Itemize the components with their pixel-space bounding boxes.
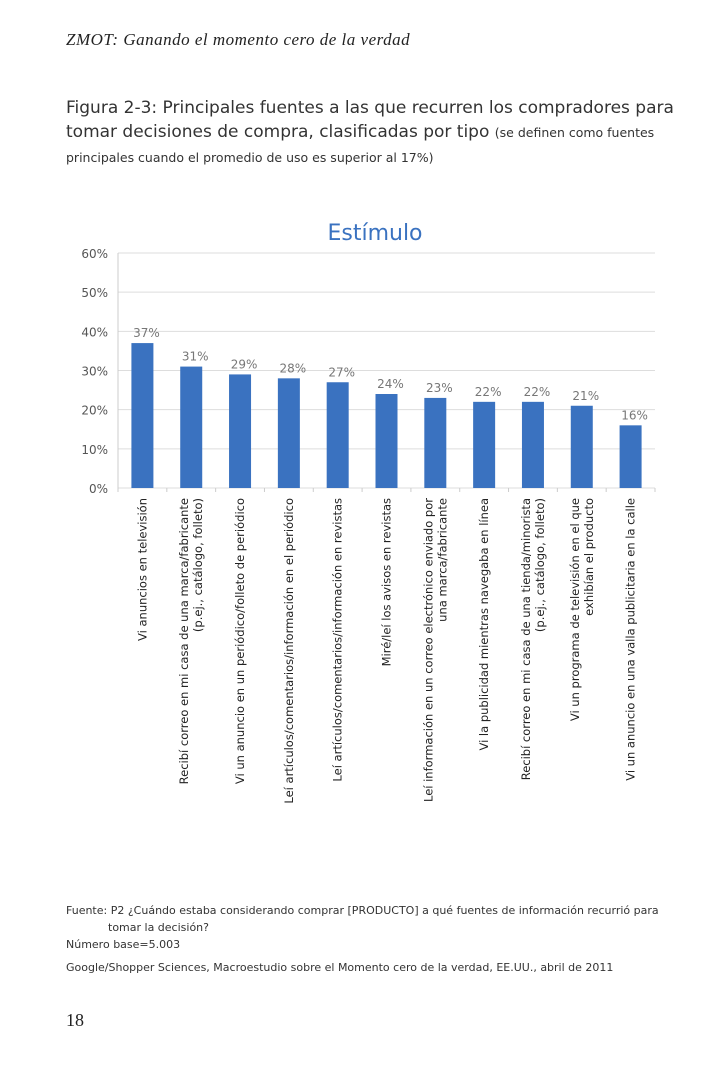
- label-line: Recibí correo en mi casa de una tienda/m…: [519, 498, 533, 780]
- y-tick-label: 10%: [81, 443, 108, 457]
- bar: [570, 405, 593, 488]
- label-line: Recibí correo en mi casa de una marca/fa…: [177, 498, 191, 784]
- value-label: 21%: [572, 389, 599, 403]
- bar: [521, 401, 544, 488]
- label-line: Leí artículos/comentarios/información en…: [331, 498, 345, 782]
- value-label: 27%: [328, 365, 355, 379]
- bar: [229, 374, 252, 488]
- title-note: (se definen como fuentes principales cua…: [66, 125, 655, 165]
- y-tick-label: 0%: [89, 482, 108, 496]
- title-text: Figura 2-3: Principales fuentes a las qu…: [66, 98, 674, 142]
- x-tick-label: Vi un anuncio en un periódico/folleto de…: [233, 498, 247, 784]
- value-label: 24%: [377, 377, 404, 391]
- bar: [326, 382, 349, 488]
- value-label: 31%: [182, 350, 209, 364]
- y-tick-label: 50%: [81, 286, 108, 300]
- label-line: exhibían el producto: [582, 498, 596, 616]
- label-line: Vi la publicidad mientras navegaba en lí…: [477, 498, 491, 751]
- page-number: 18: [66, 1010, 84, 1030]
- x-tick-label: Vi anuncios en televisión: [135, 498, 149, 641]
- x-tick-label: Vi un anuncio en una valla publicitaria …: [624, 498, 638, 781]
- bar: [375, 394, 398, 488]
- x-tick-label: Vi la publicidad mientras navegaba en lí…: [477, 498, 491, 751]
- value-label: 28%: [280, 361, 307, 375]
- bar: [473, 401, 496, 488]
- y-tick-label: 30%: [81, 365, 108, 379]
- value-label: 23%: [426, 381, 453, 395]
- value-label: 37%: [133, 326, 160, 340]
- label-line: (p.ej., catálogo, folleto): [191, 498, 205, 632]
- credit: Google/Shopper Sciences, Macroestudio so…: [66, 961, 614, 974]
- x-tick-label: Recibí correo en mi casa de una tienda/m…: [519, 498, 547, 780]
- bar: [180, 366, 203, 488]
- y-tick-label: 20%: [81, 404, 108, 418]
- chart-title: Estímulo: [327, 221, 422, 246]
- value-label: 16%: [621, 408, 648, 422]
- x-tick-label: Recibí correo en mi casa de una marca/fa…: [177, 498, 205, 784]
- chart: Estímulo 0% 10% 20% 30% 40% 50% 60% 37% Vi anunc…: [81, 221, 656, 804]
- x-tick-label: Leí información en un correo electrónico…: [421, 498, 449, 802]
- label-line: Vi un anuncio en un periódico/folleto de…: [233, 498, 247, 784]
- bar: [277, 378, 300, 488]
- x-tick-label: Leí artículos/comentarios/información en…: [282, 498, 296, 804]
- figure-title: Figura 2-3: Principales fuentes a las qu…: [66, 96, 726, 170]
- value-label: 29%: [231, 357, 258, 371]
- label-line: Leí información en un correo electrónico…: [421, 498, 435, 802]
- value-label: 22%: [524, 385, 551, 399]
- bar: [424, 397, 447, 488]
- y-tick-label: 60%: [81, 247, 108, 261]
- bar: [131, 343, 154, 488]
- running-header: ZMOT: Ganando el momento cero de la verd…: [66, 30, 411, 49]
- x-tick-label: Leí artículos/comentarios/información en…: [331, 498, 345, 782]
- label-line: (p.ej., catálogo, folleto): [533, 498, 547, 632]
- x-tick-label: Vi un programa de televisión en el queex…: [568, 498, 596, 721]
- source: Fuente: P2 ¿Cuándo estaba considerando c…: [66, 904, 659, 934]
- x-tick-label: Miré/leí los avisos en revistas: [380, 498, 394, 666]
- label-line: Vi un anuncio en una valla publicitaria …: [624, 498, 638, 781]
- y-tick-label: 40%: [81, 325, 108, 339]
- base: Número base=5.003: [66, 938, 181, 951]
- label-line: Vi anuncios en televisión: [135, 498, 149, 641]
- label-line: Miré/leí los avisos en revistas: [380, 498, 394, 666]
- label-line: Leí artículos/comentarios/información en…: [282, 498, 296, 804]
- label-line: una marca/fabricante: [435, 498, 449, 622]
- bar: [619, 425, 642, 488]
- label-line: Vi un programa de televisión en el que: [568, 498, 582, 721]
- value-label: 22%: [475, 385, 502, 399]
